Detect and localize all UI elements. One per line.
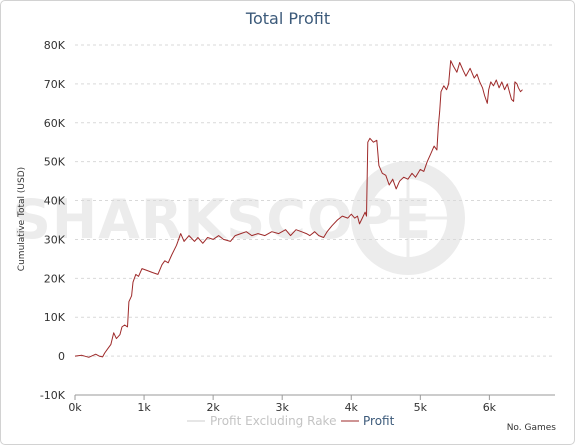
legend-label-profit-excluding-rake: Profit Excluding Rake	[210, 414, 336, 428]
y-tick-label: 80K	[44, 39, 66, 52]
y-tick-label: 10K	[44, 311, 66, 324]
sharkscope-watermark: SHARKSCOPE	[12, 161, 465, 275]
y-tick-label: 0	[58, 350, 65, 363]
y-tick-label: 50K	[44, 156, 66, 169]
x-tick-label: 5k	[414, 401, 428, 414]
y-tick-label: 70K	[44, 78, 66, 91]
x-tick-label: 6k	[483, 401, 497, 414]
x-tick-label: 0k	[68, 401, 82, 414]
x-tick-label: 1k	[137, 401, 151, 414]
legend-item-profit[interactable]: Profit	[341, 414, 395, 428]
y-axis-label: Cumulative Total (USD)	[17, 167, 27, 271]
x-tick-label: 3k	[276, 401, 290, 414]
series-line-profit	[74, 60, 523, 358]
y-tick-label: 40K	[44, 195, 66, 208]
y-tick-label: 30K	[44, 233, 66, 246]
legend: Profit Excluding Rake Profit	[187, 414, 395, 428]
x-axis-label: No. Games	[507, 423, 557, 433]
legend-item-profit-excluding-rake[interactable]: Profit Excluding Rake	[187, 414, 336, 428]
x-tick-label: 2k	[206, 401, 220, 414]
y-tick-label: -10K	[40, 389, 66, 402]
y-axis-ticks: -10K 0 10K 20K 30K 40K 50K 60K 70K 80K	[40, 39, 66, 402]
chart-title: Total Profit	[245, 9, 330, 28]
legend-label-profit: Profit	[363, 414, 395, 428]
x-tick-label: 4k	[345, 401, 359, 414]
y-tick-label: 60K	[44, 117, 66, 130]
series-lines	[74, 60, 523, 358]
y-tick-label: 20K	[44, 272, 66, 285]
x-axis-ticks: 0k 1k 2k 3k 4k 5k 6k	[68, 395, 497, 414]
